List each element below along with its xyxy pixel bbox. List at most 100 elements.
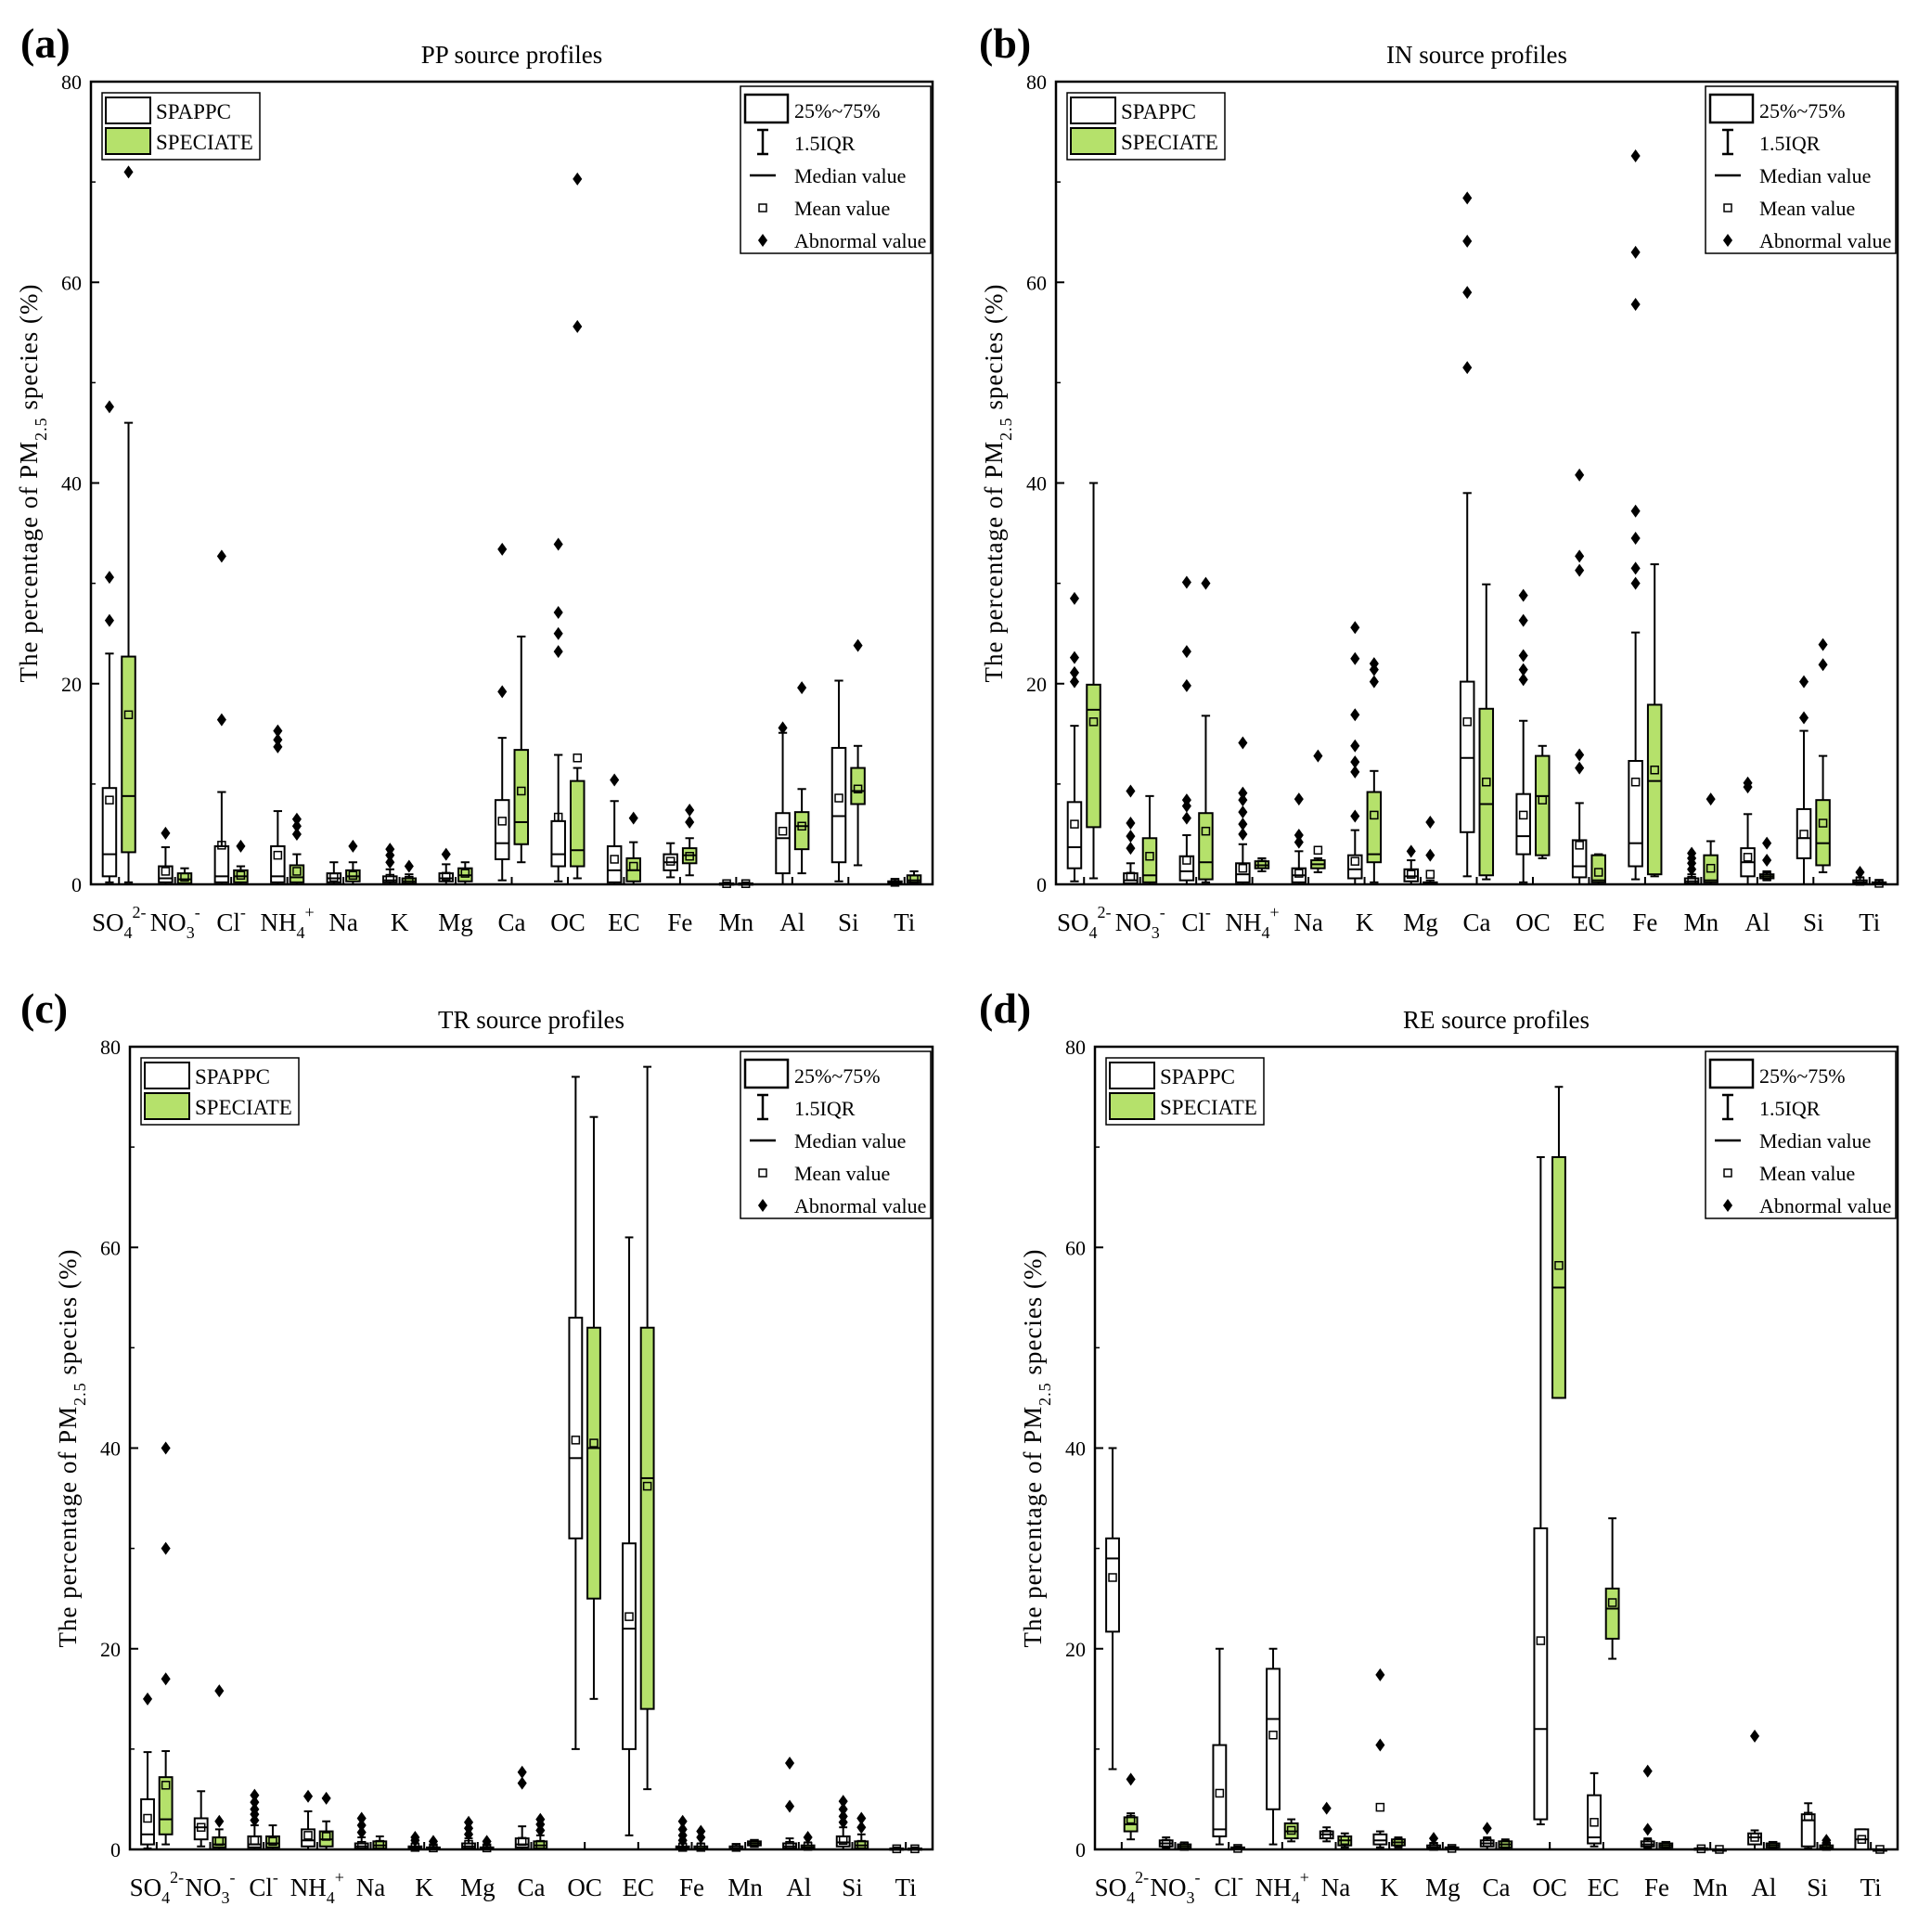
outlier-marker — [1482, 1822, 1492, 1835]
mean-marker — [1607, 1598, 1617, 1607]
x-tick-label: Ti — [1860, 1874, 1882, 1901]
box-spappc — [1693, 1844, 1709, 1854]
box-speciate — [1815, 638, 1831, 874]
outlier-marker — [1743, 776, 1753, 790]
x-tick-label: Ca — [1483, 1874, 1511, 1901]
mean-marker — [853, 784, 863, 794]
mean-marker — [1762, 871, 1771, 882]
outlier-marker — [1069, 665, 1079, 679]
box-iqr — [121, 655, 136, 854]
panel-label: (a) — [20, 19, 71, 67]
box-speciate — [1534, 744, 1551, 859]
outlier-marker — [1518, 649, 1528, 663]
x-tick-label: Mg — [1425, 1874, 1461, 1901]
mean-marker — [1286, 1825, 1296, 1835]
outlier-marker — [1575, 761, 1585, 775]
mean-marker — [1233, 1844, 1242, 1853]
mean-marker — [356, 1840, 367, 1850]
outlier-marker — [1375, 1738, 1385, 1752]
mean-marker — [890, 878, 900, 887]
box-iqr — [1372, 1833, 1388, 1846]
outlier-marker — [1201, 576, 1211, 590]
mean-marker — [217, 841, 226, 850]
box-spappc — [606, 773, 623, 885]
mean-marker — [1126, 1814, 1136, 1824]
mean-marker — [1803, 1811, 1813, 1822]
legend-swatch-spappc — [1070, 97, 1116, 124]
box-speciate — [1646, 563, 1663, 878]
outlier-marker — [410, 1831, 420, 1845]
outlier-marker — [356, 1811, 367, 1825]
series-legend: SPAPPC SPECIATE — [1105, 1057, 1265, 1126]
outlier-marker — [1069, 650, 1079, 664]
mean-marker — [553, 812, 563, 822]
outlier-marker — [677, 1823, 688, 1836]
mean-marker — [1874, 879, 1884, 888]
legend-label: SPAPPC — [195, 1065, 270, 1088]
x-tick-label: Ti — [895, 1874, 917, 1901]
box-iqr — [1086, 683, 1101, 829]
box-spappc — [1066, 591, 1083, 882]
box-iqr — [1604, 1587, 1620, 1640]
outlier-marker — [778, 721, 788, 735]
key-mean-icon — [758, 203, 767, 213]
x-tick-label: Si — [1803, 908, 1824, 936]
box-spappc — [461, 1815, 476, 1850]
legend-swatch-speciate — [1109, 1092, 1155, 1120]
box-spappc — [1747, 1729, 1762, 1850]
mean-marker — [1425, 869, 1435, 879]
x-tick-label: Na — [1321, 1874, 1350, 1901]
x-tick-label: Cl- — [1214, 1868, 1243, 1901]
mean-marker — [161, 1781, 171, 1790]
outlier-marker — [1706, 792, 1716, 806]
mean-marker — [1215, 1788, 1225, 1798]
outlier-marker — [1181, 575, 1191, 589]
outlier-marker — [1294, 835, 1304, 849]
outlier-marker — [161, 1441, 171, 1455]
outlier-marker — [1798, 675, 1809, 689]
box-iqr — [514, 1837, 530, 1848]
box-iqr — [212, 1836, 227, 1848]
x-tick-label: Mn — [1693, 1874, 1728, 1901]
outlier-marker — [1575, 549, 1585, 563]
key-label-mean: Mean value — [794, 1162, 890, 1185]
box-key-legend: 25%~75% 1.5IQR Median value Mean value Abnor… — [740, 1050, 932, 1219]
box-spappc — [1403, 844, 1420, 885]
outlier-marker — [1238, 805, 1248, 819]
outlier-marker — [1630, 561, 1641, 575]
mean-marker — [1750, 1833, 1759, 1842]
legend-label: SPECIATE — [1160, 1096, 1257, 1119]
box-iqr — [550, 819, 566, 868]
box-speciate — [569, 172, 586, 880]
y-tick-label: 40 — [61, 472, 82, 496]
box-iqr — [1178, 855, 1195, 882]
box-speciate — [1478, 583, 1495, 881]
mean-marker — [910, 1844, 920, 1854]
mean-marker — [1500, 1839, 1511, 1849]
outlier-marker — [497, 542, 508, 556]
box-speciate — [1254, 857, 1270, 872]
box-spappc — [101, 400, 118, 883]
outlier-marker — [628, 811, 638, 825]
mean-marker — [685, 851, 694, 861]
outlier-marker — [497, 685, 508, 699]
mean-marker — [1575, 841, 1584, 850]
x-tick-label: OC — [1532, 1874, 1567, 1901]
outlier-marker — [1321, 1801, 1332, 1815]
box-speciate — [1871, 879, 1887, 888]
mean-marker — [892, 1844, 902, 1854]
mean-marker — [292, 867, 302, 876]
box-iqr — [1212, 1744, 1228, 1837]
legend-label: SPECIATE — [156, 131, 253, 154]
mean-marker — [610, 855, 619, 864]
mean-marker — [1706, 863, 1716, 873]
x-tick-label: Na — [356, 1874, 385, 1901]
box-spappc — [270, 724, 286, 885]
box-speciate — [1310, 749, 1326, 874]
box-speciate — [121, 165, 136, 883]
box-spappc — [835, 1795, 851, 1850]
outlier-marker — [696, 1824, 706, 1838]
outlier-marker — [321, 1791, 331, 1805]
outlier-marker — [356, 1819, 367, 1833]
y-tick-label: 20 — [1065, 1638, 1086, 1661]
